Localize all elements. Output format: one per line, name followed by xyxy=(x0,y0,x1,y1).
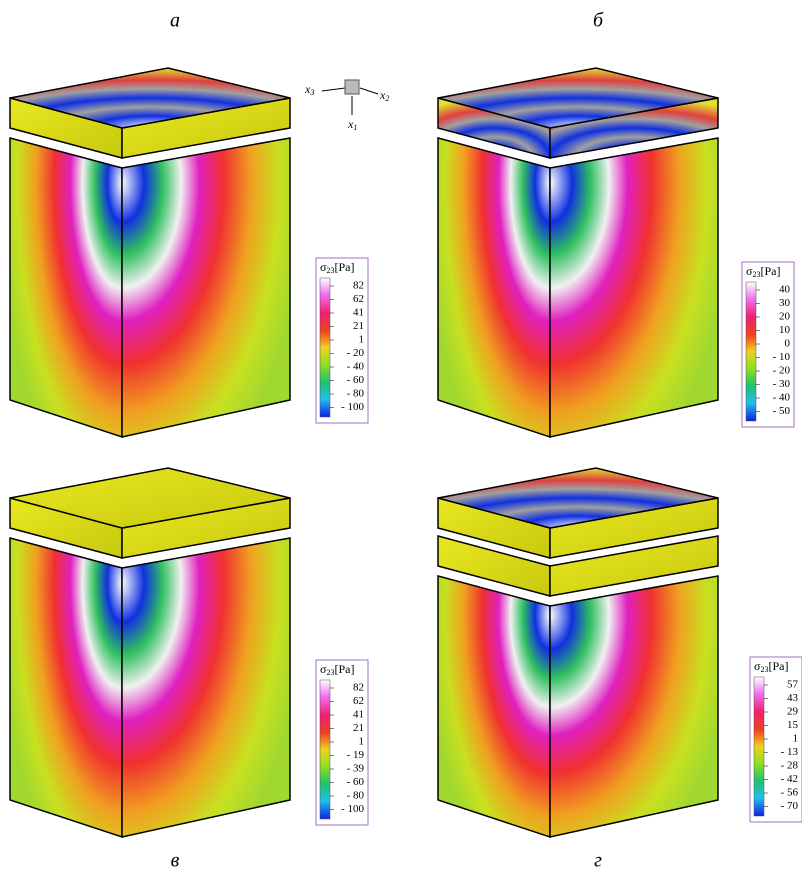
left-face xyxy=(438,138,550,437)
title-part: [Pa] xyxy=(334,260,354,274)
tick-label: - 100 xyxy=(341,401,364,413)
axis-line xyxy=(322,88,345,91)
tick-label: - 19 xyxy=(347,749,365,761)
panel-label: г xyxy=(594,850,602,872)
title-part: 23 xyxy=(760,665,768,674)
tick-label: 57 xyxy=(787,679,799,691)
title-part: 23 xyxy=(326,266,334,275)
panel xyxy=(438,468,718,837)
tick-label: 1 xyxy=(793,733,799,745)
axis-index: 3 xyxy=(309,88,314,97)
tick-label: - 13 xyxy=(781,746,799,758)
panel-label: а xyxy=(170,10,180,32)
axis-index: 2 xyxy=(385,94,389,103)
title-part: [Pa] xyxy=(334,662,354,676)
tick-label: 10 xyxy=(779,324,791,336)
title-part: [Pa] xyxy=(760,264,780,278)
tick-label: - 20 xyxy=(773,365,791,377)
tick-label: 15 xyxy=(787,719,799,731)
tick-label: - 100 xyxy=(341,803,364,815)
tick-label: - 60 xyxy=(347,776,365,788)
axis-triad: x3 x2 x1 xyxy=(304,80,389,132)
title-part: [Pa] xyxy=(768,659,788,673)
tick-label: - 60 xyxy=(347,374,365,386)
tick-label: 21 xyxy=(353,320,364,332)
colorbar-scale xyxy=(746,282,756,421)
tick-label: 82 xyxy=(353,682,364,694)
tick-label: 82 xyxy=(353,280,364,292)
tick-label: - 56 xyxy=(781,787,799,799)
title-part: 23 xyxy=(752,270,760,279)
panel xyxy=(438,68,718,437)
tick-label: - 50 xyxy=(773,405,791,417)
tick-label: - 10 xyxy=(773,351,791,363)
right-face xyxy=(550,138,718,437)
panel xyxy=(10,68,290,437)
tick-label: 29 xyxy=(787,706,799,718)
colorbar-title: σ23[Pa] xyxy=(754,659,788,674)
right-face xyxy=(122,138,290,437)
tick-label: - 42 xyxy=(781,773,798,785)
tick-label: - 39 xyxy=(347,763,365,775)
axis-label: x3 xyxy=(304,82,314,97)
tick-label: - 30 xyxy=(773,378,791,390)
tick-label: - 20 xyxy=(347,347,365,359)
tick-label: - 28 xyxy=(781,760,799,772)
tick-label: - 70 xyxy=(781,800,799,812)
tick-label: - 80 xyxy=(347,790,365,802)
tick-label: 43 xyxy=(787,692,799,704)
tick-label: 62 xyxy=(353,695,364,707)
colorbar-scale xyxy=(320,278,330,417)
figure: аσ23[Pa]826241211- 20- 40- 60- 80- 100бσ… xyxy=(0,0,802,879)
panel xyxy=(10,468,290,837)
axis-line xyxy=(360,88,378,94)
right-face xyxy=(122,538,290,837)
axis-label: x2 xyxy=(379,88,389,103)
tick-label: - 40 xyxy=(773,392,791,404)
tick-label: 1 xyxy=(359,736,365,748)
left-face xyxy=(438,576,550,837)
colorbar-title: σ23[Pa] xyxy=(746,264,780,279)
left-face xyxy=(10,538,122,837)
tick-label: 30 xyxy=(779,297,791,309)
panel-label: б xyxy=(593,10,604,32)
tick-label: 41 xyxy=(353,709,364,721)
colorbar-scale xyxy=(754,677,764,816)
tick-label: - 40 xyxy=(347,361,365,373)
colorbar-title: σ23[Pa] xyxy=(320,662,354,677)
colorbar-title: σ23[Pa] xyxy=(320,260,354,275)
left-face xyxy=(10,138,122,437)
colorbar-scale xyxy=(320,680,330,819)
axis-index: 1 xyxy=(353,123,357,132)
tick-label: 1 xyxy=(359,334,365,346)
title-part: 23 xyxy=(326,668,334,677)
tick-label: 21 xyxy=(353,722,364,734)
tick-label: 62 xyxy=(353,293,364,305)
tick-label: 0 xyxy=(785,338,791,350)
axis-cube xyxy=(345,80,359,94)
tick-label: - 80 xyxy=(347,388,365,400)
panel-label: в xyxy=(171,850,180,872)
right-face xyxy=(550,576,718,837)
tick-label: 20 xyxy=(779,311,791,323)
axis-label: x1 xyxy=(347,117,357,132)
tick-label: 41 xyxy=(353,307,364,319)
tick-label: 40 xyxy=(779,284,791,296)
